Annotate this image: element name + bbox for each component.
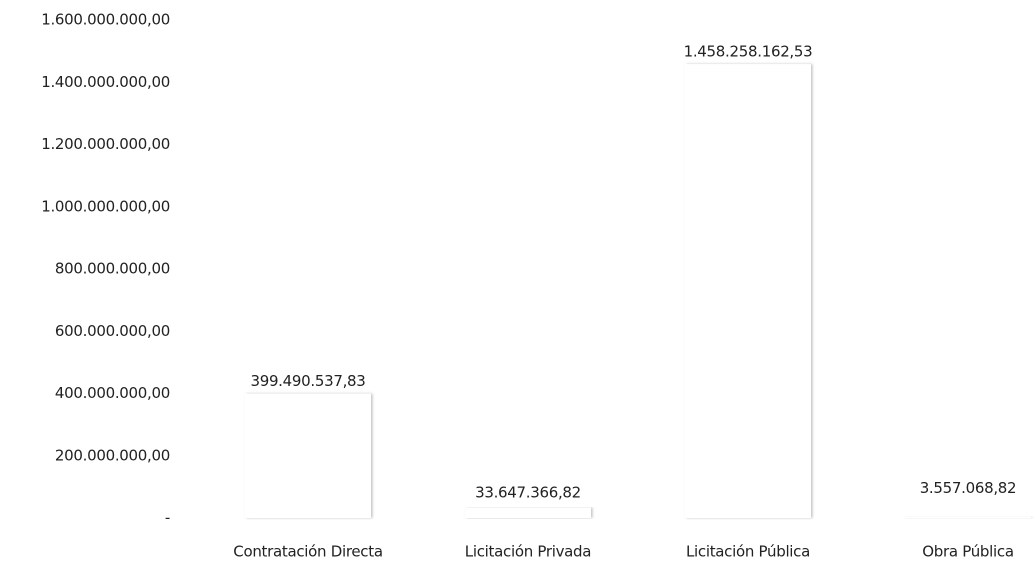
bar [685,64,811,518]
data-label: 33.647.366,82 [475,484,581,502]
y-tick-label: 200.000.000,00 [55,446,170,464]
data-label: 399.490.537,83 [250,372,365,390]
bar [245,393,371,518]
y-tick-label: 1.200.000.000,00 [41,135,170,153]
x-tick-label: Contratación Directa [233,543,382,561]
y-tick-label: 1.600.000.000,00 [41,11,170,29]
y-tick-label: 1.000.000.000,00 [41,197,170,215]
y-tick-label: 800.000.000,00 [55,260,170,278]
data-label: 1.458.258.162,53 [684,43,813,61]
y-tick-label: 400.000.000,00 [55,384,170,402]
bar [905,516,1031,518]
y-tick-label: 600.000.000,00 [55,322,170,340]
x-tick-label: Licitación Pública [686,543,810,561]
bar [465,507,591,518]
y-tick-label: - [165,509,170,527]
x-tick-label: Obra Pública [922,543,1013,561]
y-tick-label: 1.400.000.000,00 [41,73,170,91]
x-tick-label: Licitación Privada [465,543,591,561]
data-label: 3.557.068,82 [920,479,1017,497]
